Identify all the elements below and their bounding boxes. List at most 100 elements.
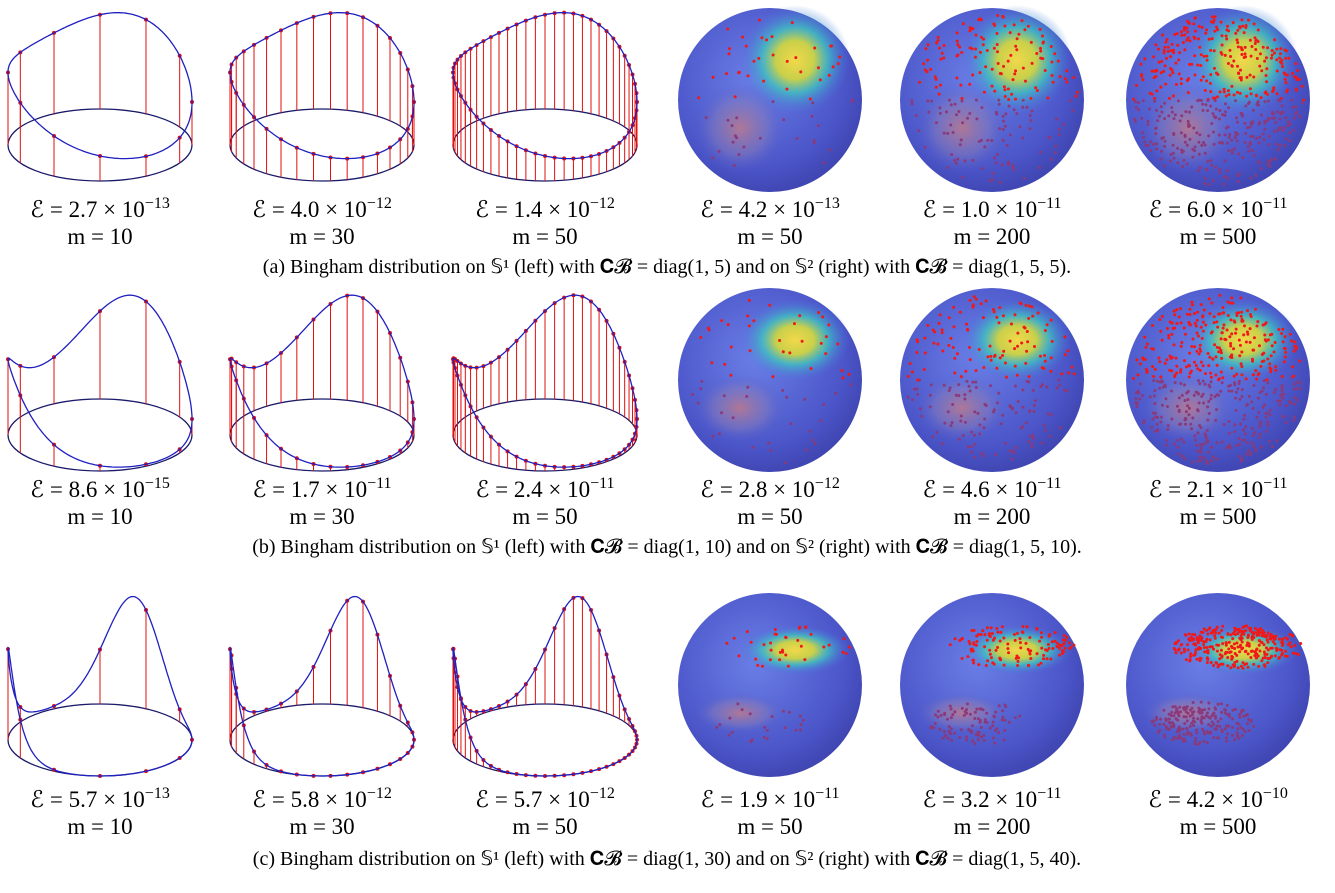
sample-dot bbox=[1180, 643, 1183, 646]
sample-dot bbox=[1240, 112, 1243, 115]
sample-dot bbox=[983, 633, 986, 636]
sample-dot bbox=[1185, 658, 1188, 661]
sample-dot bbox=[1026, 625, 1029, 628]
sample-dot bbox=[1186, 733, 1189, 736]
sample-dot bbox=[1213, 67, 1216, 70]
sample-dot bbox=[1028, 410, 1031, 413]
sample-dot bbox=[799, 728, 802, 731]
sample-dot bbox=[1040, 662, 1043, 665]
sample-dot bbox=[1153, 97, 1156, 100]
sample-dot bbox=[1192, 716, 1195, 719]
sample-dot bbox=[1263, 651, 1266, 654]
sample-dot bbox=[795, 729, 798, 732]
sample-dot bbox=[1186, 30, 1189, 33]
sample-dot bbox=[1227, 390, 1230, 393]
sample-dot bbox=[1188, 364, 1191, 367]
sample-dot bbox=[972, 659, 975, 662]
sample-dot bbox=[1041, 34, 1044, 37]
sample-dot bbox=[1172, 117, 1175, 120]
sample-dot bbox=[907, 375, 910, 378]
sample-dot bbox=[1258, 65, 1261, 68]
sample-dot bbox=[1239, 344, 1242, 347]
sample-dot bbox=[1275, 48, 1278, 51]
sample-dot bbox=[771, 715, 774, 718]
sample-dot bbox=[813, 139, 816, 142]
sample-dot bbox=[1236, 387, 1239, 390]
sample-dot bbox=[1140, 117, 1143, 120]
sample-dot bbox=[1237, 437, 1240, 440]
sample-dot bbox=[1068, 647, 1071, 650]
sample-dot bbox=[1260, 69, 1263, 72]
sample-dot bbox=[943, 713, 946, 716]
sample-dot bbox=[1210, 380, 1213, 383]
sample-dot bbox=[1235, 312, 1238, 315]
sample-dot bbox=[1153, 394, 1156, 397]
sample-dot bbox=[1196, 63, 1199, 66]
sample-dot bbox=[1241, 709, 1244, 712]
sample-count: m = 30 bbox=[289, 504, 354, 529]
error-label: ℰ = 2.1 × 10−11 bbox=[1148, 475, 1287, 502]
sample-dot bbox=[1152, 719, 1155, 722]
sample-dot bbox=[1195, 350, 1198, 353]
sample-dot bbox=[1014, 639, 1017, 642]
sample-dot bbox=[1208, 183, 1211, 186]
page: {"rows": [ {"panels": [ {"error": "ℰ = 2… bbox=[0, 0, 1335, 893]
error-label: ℰ = 4.2 × 10−10 bbox=[1148, 785, 1288, 812]
sample-dot bbox=[1152, 412, 1155, 415]
sample-dot bbox=[1252, 663, 1255, 666]
sample-dot bbox=[1275, 649, 1278, 652]
sample-dot bbox=[1165, 719, 1168, 722]
sample-dot bbox=[1289, 333, 1292, 336]
sample-dot bbox=[1234, 397, 1237, 400]
sample-dot bbox=[1210, 661, 1213, 664]
sample-dot bbox=[973, 434, 976, 437]
sample-dot bbox=[1188, 632, 1191, 635]
sample-dot bbox=[1225, 38, 1228, 41]
sample-dot bbox=[1284, 57, 1287, 60]
sample-count: m = 50 bbox=[512, 504, 577, 529]
sample-dot bbox=[1210, 301, 1213, 304]
warm-region bbox=[917, 83, 1007, 173]
sample-dot bbox=[1267, 631, 1270, 634]
error-label: ℰ = 2.8 × 10−12 bbox=[700, 475, 840, 502]
sample-dot bbox=[1236, 121, 1239, 124]
sample-dot bbox=[1289, 641, 1292, 644]
sample-dot bbox=[1152, 379, 1155, 382]
sample-dot bbox=[1197, 409, 1200, 412]
sample-dot bbox=[1003, 703, 1006, 706]
sample-dot bbox=[935, 78, 938, 81]
sample-dot bbox=[916, 340, 919, 343]
sample-dot bbox=[1055, 117, 1058, 120]
sample-dot bbox=[1226, 713, 1229, 716]
sample-dot bbox=[1234, 136, 1237, 139]
sample-dot bbox=[1170, 711, 1173, 714]
sample-dot bbox=[1221, 113, 1224, 116]
sample-dot bbox=[1007, 163, 1010, 166]
sample-dot bbox=[1188, 375, 1191, 378]
sample-dot bbox=[795, 137, 798, 140]
sample-dot bbox=[1016, 37, 1019, 40]
sample-dot bbox=[1054, 631, 1057, 634]
sample-dot bbox=[968, 83, 971, 86]
sample-dot bbox=[1229, 446, 1232, 449]
sample-dot bbox=[1190, 427, 1193, 430]
sample-dot bbox=[1205, 28, 1208, 31]
sample-dot bbox=[1153, 724, 1156, 727]
sample-dot bbox=[1283, 126, 1286, 129]
sample-dot bbox=[955, 77, 958, 80]
sample-dot bbox=[821, 315, 824, 318]
sample-dot bbox=[770, 649, 773, 652]
sample-dot bbox=[1185, 365, 1188, 368]
sample-dot bbox=[1244, 425, 1247, 428]
sample-dot bbox=[1218, 168, 1221, 171]
sample-dot bbox=[1274, 654, 1277, 657]
sample-dot bbox=[997, 392, 1000, 395]
sample-dot bbox=[1155, 148, 1158, 151]
sample-dot bbox=[1241, 734, 1244, 737]
sample-dot bbox=[1173, 343, 1176, 346]
sample-dot bbox=[1212, 664, 1215, 667]
sample-dot bbox=[778, 339, 781, 342]
sample-dot bbox=[730, 346, 733, 349]
sample-dot bbox=[979, 721, 982, 724]
sample-dot bbox=[1217, 350, 1220, 353]
